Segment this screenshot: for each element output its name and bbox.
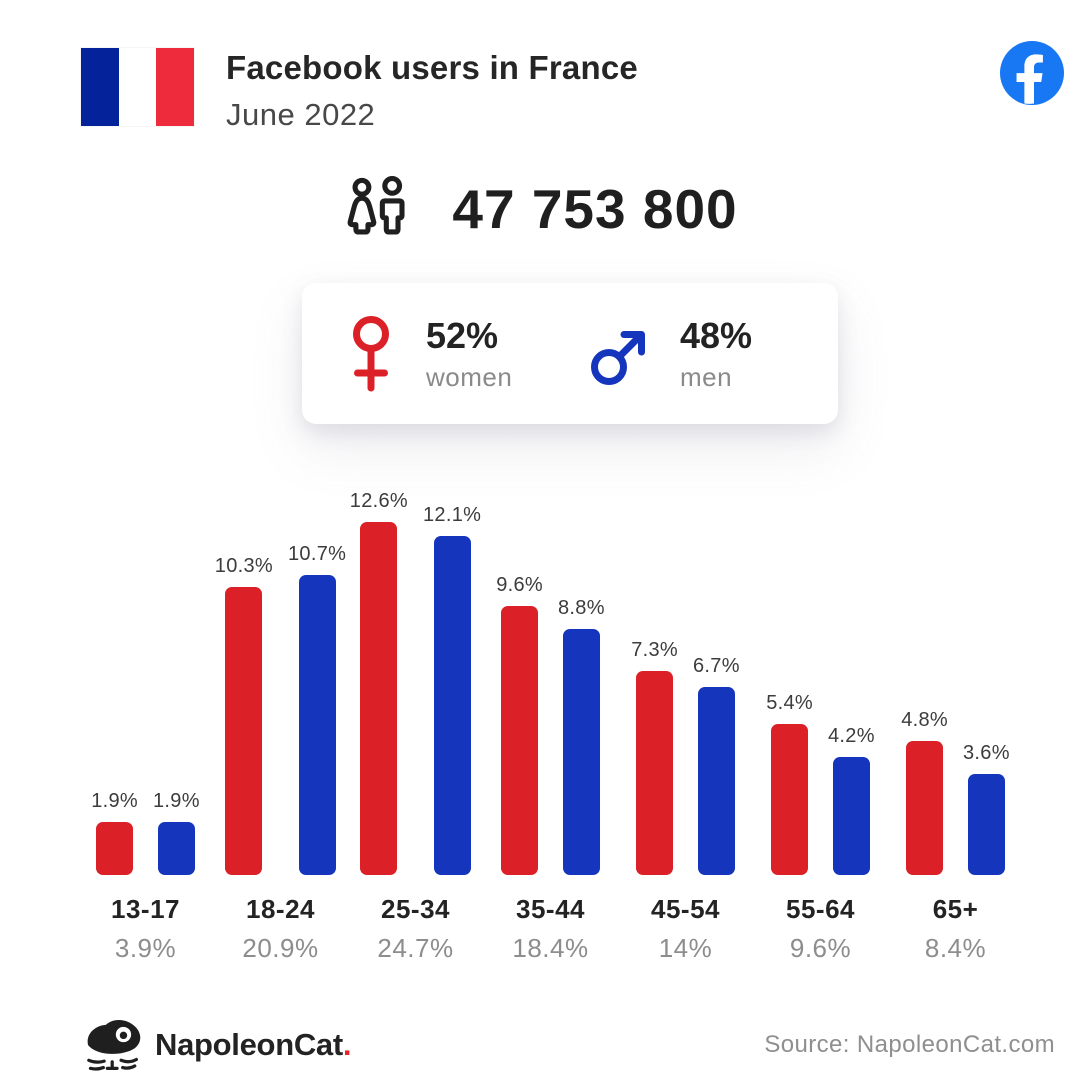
bar-value-label-women: 9.6% [496,574,543,596]
age-group-label: 35-44 [516,894,585,924]
chart-group-55-64: 5.4% 4.2% 55-64 9.6% [753,475,888,964]
bar-men-25-34 [433,536,471,875]
age-group-total: 14% [658,933,713,963]
flag-red-stripe [156,48,195,126]
men-label: men [680,361,733,392]
bar-wrap-men: 4.2% [828,725,875,875]
bar-women-18-24 [225,587,263,875]
bars-row: 7.3% 6.7% [631,475,740,875]
bar-men-18-24 [298,575,336,875]
chart-group-18-24: 10.3% 10.7% 18-24 20.9% [213,475,348,964]
title-block: Facebook users in France June 2022 [226,48,638,133]
facebook-logo-icon [1000,41,1064,105]
bar-men-13-17 [157,822,195,875]
bar-wrap-women: 7.3% [631,639,678,875]
bar-wrap-men: 10.7% [288,543,346,875]
bar-value-label-women: 5.4% [766,692,813,714]
bar-wrap-men: 1.9% [153,790,200,875]
page-subtitle: June 2022 [226,97,376,132]
bar-wrap-women: 5.4% [766,692,813,875]
footer: NapoleonCat. Source: NapoleonCat.com [0,1014,1080,1076]
chart-group-13-17: 1.9% 1.9% 13-17 3.9% [78,475,213,964]
bar-value-label-men: 10.7% [288,543,347,565]
bar-women-25-34 [360,522,398,875]
age-group-total: 3.9% [114,933,177,963]
bar-value-label-men: 12.1% [423,504,482,526]
bars-row: 9.6% 8.8% [496,475,605,875]
bars-row: 1.9% 1.9% [91,475,200,875]
chart-group-45-54: 7.3% 6.7% 45-54 14% [618,475,753,964]
age-group-total: 8.4% [924,933,987,963]
age-gender-bar-chart: 1.9% 1.9% 13-17 3.9% 10.3% 10.7% 18-24 20.9% 12.… [78,475,1023,964]
men-stat: 48% men [552,315,794,393]
bar-men-65+ [967,774,1005,875]
bar-wrap-women: 9.6% [496,574,543,875]
people-icon [347,175,405,235]
page-title: Facebook users in France [226,49,638,86]
bar-value-label-men: 4.2% [828,725,875,747]
chart-group-65+: 4.8% 3.6% 65+ 8.4% [888,475,1023,964]
bar-wrap-men: 12.1% [423,504,481,875]
total-users-value: 47 753 800 [452,178,738,240]
bar-women-55-64 [771,724,809,875]
age-group-label: 55-64 [786,894,855,924]
header: Facebook users in France June 2022 [0,0,1080,133]
bar-value-label-men: 6.7% [693,655,740,677]
bar-wrap-men: 3.6% [963,742,1010,875]
bar-women-35-44 [501,606,539,875]
bar-men-45-54 [697,687,735,875]
napoleoncat-cat-icon [87,1020,141,1071]
bar-value-label-men: 3.6% [963,742,1010,764]
age-group-label: 25-34 [381,894,450,924]
bars-row: 10.3% 10.7% [215,475,346,875]
bar-value-label-women: 10.3% [214,555,273,577]
bars-row: 4.8% 3.6% [901,475,1010,875]
bar-women-13-17 [96,822,134,875]
bar-wrap-men: 8.8% [558,597,605,875]
bar-wrap-women: 12.6% [350,490,408,875]
bars-row: 5.4% 4.2% [766,475,875,875]
flag-blue-stripe [81,48,119,126]
age-group-total: 20.9% [242,933,319,963]
bar-value-label-men: 1.9% [153,790,200,812]
france-flag-icon [81,48,195,126]
male-icon [591,330,645,385]
men-percentage: 48% [680,314,753,356]
chart-group-25-34: 12.6% 12.1% 25-34 24.7% [348,475,483,964]
women-stat: 52% women [346,314,552,394]
total-users-row: 47 753 800 [0,175,1080,243]
bars-row: 12.6% 12.1% [350,475,481,875]
age-group-total: 18.4% [512,933,589,963]
chart-group-35-44: 9.6% 8.8% 35-44 18.4% [483,475,618,964]
age-group-total: 9.6% [789,933,852,963]
bar-value-label-women: 4.8% [901,709,948,731]
bar-value-label-women: 12.6% [349,490,408,512]
age-group-label: 18-24 [246,894,315,924]
bar-value-label-women: 1.9% [91,790,138,812]
age-group-total: 24.7% [377,933,454,963]
bar-women-45-54 [636,671,674,875]
bar-women-65+ [906,741,944,875]
age-group-label: 45-54 [651,894,720,924]
bar-men-55-64 [832,757,870,875]
bar-wrap-women: 4.8% [901,709,948,875]
source-text: Source: NapoleonCat.com [764,1031,1055,1058]
bar-men-35-44 [562,629,600,875]
brand-wordmark: NapoleonCat. [155,1027,352,1062]
flag-white-stripe [118,48,157,126]
brand-dot: . [342,1027,352,1062]
bar-value-label-men: 8.8% [558,597,605,619]
female-icon [353,315,389,391]
napoleoncat-brand: NapoleonCat. [84,1014,352,1076]
age-group-label: 13-17 [111,894,180,924]
bar-wrap-women: 10.3% [215,555,273,875]
bar-wrap-women: 1.9% [91,790,138,875]
women-percentage: 52% [426,314,499,356]
age-group-label: 65+ [932,894,979,924]
gender-split-card: 52% women 48% men [302,283,838,424]
women-label: women [426,361,513,392]
bar-value-label-women: 7.3% [631,639,678,661]
bar-wrap-men: 6.7% [693,655,740,875]
